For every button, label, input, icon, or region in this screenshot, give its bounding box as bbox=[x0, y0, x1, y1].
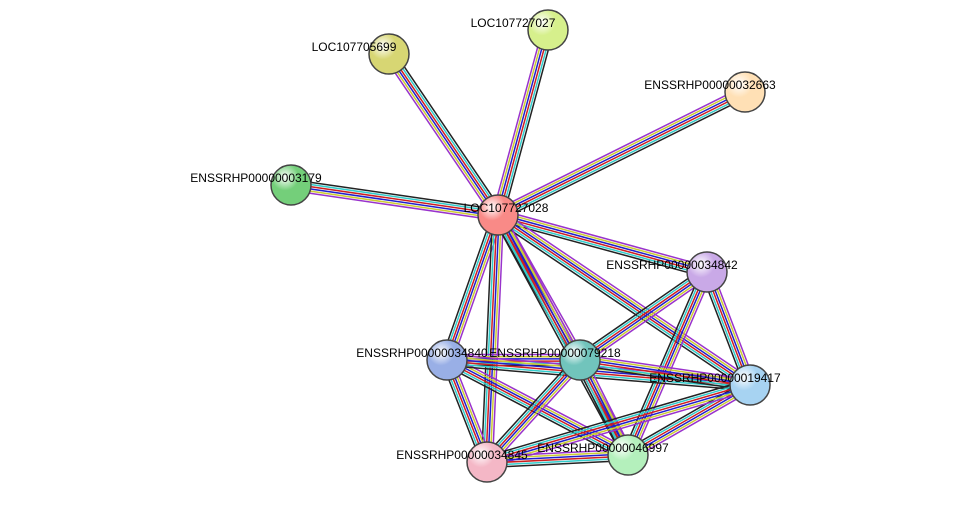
network-edge bbox=[390, 53, 499, 214]
network-edge bbox=[497, 89, 744, 212]
network-edge bbox=[386, 56, 495, 217]
network-edge bbox=[392, 52, 501, 213]
network-edge bbox=[497, 30, 547, 215]
edge-layer bbox=[290, 29, 755, 468]
network-node[interactable] bbox=[478, 195, 518, 235]
network-svg bbox=[0, 0, 975, 506]
network-edge bbox=[499, 93, 746, 216]
network-edge bbox=[384, 57, 493, 218]
network-node[interactable] bbox=[730, 365, 770, 405]
network-edge bbox=[442, 213, 493, 358]
network-edge bbox=[495, 29, 545, 214]
network-node[interactable] bbox=[608, 435, 648, 475]
network-edge bbox=[292, 182, 499, 212]
network-node[interactable] bbox=[725, 72, 765, 112]
network-edge bbox=[498, 91, 745, 214]
network-node[interactable] bbox=[560, 340, 600, 380]
network-node[interactable] bbox=[369, 34, 409, 74]
network-edge bbox=[501, 97, 748, 220]
network-node[interactable] bbox=[427, 340, 467, 380]
network-node[interactable] bbox=[687, 252, 727, 292]
network-canvas: LOC107727028LOC107705699LOC107727027ENSS… bbox=[0, 0, 975, 506]
network-edge bbox=[291, 188, 498, 218]
network-edge bbox=[388, 55, 497, 216]
network-node[interactable] bbox=[271, 165, 311, 205]
network-edge bbox=[394, 51, 503, 212]
network-node[interactable] bbox=[467, 442, 507, 482]
network-edge bbox=[291, 184, 498, 214]
network-edge bbox=[503, 31, 553, 216]
network-node[interactable] bbox=[528, 10, 568, 50]
network-edge bbox=[500, 95, 747, 218]
network-edge bbox=[291, 186, 498, 216]
network-edge bbox=[493, 29, 543, 214]
